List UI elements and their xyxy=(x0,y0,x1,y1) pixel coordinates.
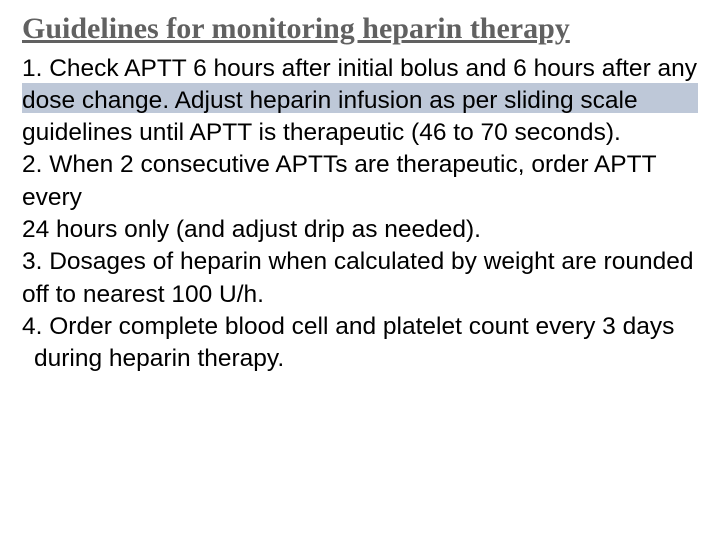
slide-title: Guidelines for monitoring heparin therap… xyxy=(22,12,698,47)
guideline-line-5: 24 hours only (and adjust drip as needed… xyxy=(22,214,698,246)
guideline-line-2: dose change. Adjust heparin infusion as … xyxy=(22,85,698,117)
guideline-line-1: 1. Check APTT 6 hours after initial bolu… xyxy=(22,53,698,85)
guideline-line-7: 4. Order complete blood cell and platele… xyxy=(22,311,698,343)
guideline-line-3: guidelines until APTT is therapeutic (46… xyxy=(22,117,698,149)
guideline-line-4: 2. When 2 consecutive APTTs are therapeu… xyxy=(22,149,698,214)
guideline-line-6: 3. Dosages of heparin when calculated by… xyxy=(22,246,698,311)
slide-container: Guidelines for monitoring heparin therap… xyxy=(0,0,720,540)
guideline-line-8: during heparin therapy. xyxy=(34,343,698,375)
guidelines-body: 1. Check APTT 6 hours after initial bolu… xyxy=(22,53,698,376)
